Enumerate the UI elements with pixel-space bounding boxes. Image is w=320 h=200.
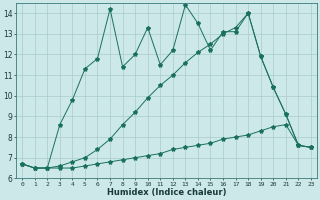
X-axis label: Humidex (Indice chaleur): Humidex (Indice chaleur): [107, 188, 226, 197]
